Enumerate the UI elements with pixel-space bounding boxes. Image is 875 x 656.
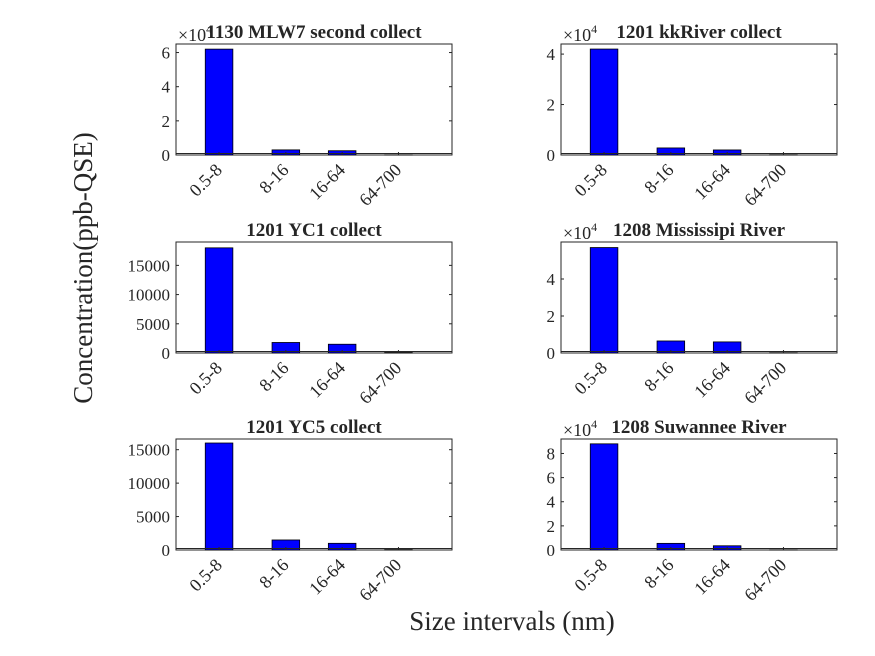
x-tick-label: 0.5-8	[570, 358, 611, 399]
y-exponent: ×104	[178, 22, 212, 45]
chart-panel-5: 0 5000 10000 15000 0.5-8 8-16 16-64 64-700 1201 …	[128, 417, 453, 605]
y-tick-label: 0	[547, 541, 556, 560]
y-tick-label: 8	[547, 444, 556, 463]
y-tick-label: 0	[162, 344, 171, 363]
bar-0.5-8	[204, 48, 234, 156]
x-tick-label: 0.5-8	[570, 160, 611, 201]
axes-box	[560, 438, 838, 551]
x-tick-label: 16-64	[305, 160, 349, 204]
y-tick-label: 2	[547, 307, 556, 326]
y-exponent: ×104	[563, 220, 597, 243]
axes-box	[175, 43, 453, 156]
x-tick-label: 0.5-8	[185, 358, 226, 399]
chart-title: 1208 Suwannee River	[611, 417, 787, 438]
y-tick-label: 4	[162, 78, 171, 97]
y-tick-label: 0	[162, 146, 171, 165]
bar-0.5-8	[589, 48, 619, 156]
y-exponent-power: 4	[591, 417, 597, 431]
y-tick-label: 0	[162, 541, 171, 560]
bar-0.5-8	[589, 247, 619, 354]
x-tick-label: 16-64	[690, 555, 734, 599]
y-tick-label: 5000	[136, 508, 170, 527]
axes-box	[175, 241, 453, 354]
y-tick-label: 4	[547, 270, 556, 289]
chart-panel-2: 0 2 4 0.5-8 8-16 16-64 64-700 ×104 1201 kkRiver …	[547, 22, 838, 210]
y-tick-label: 6	[547, 469, 556, 488]
axes-box	[560, 241, 838, 354]
chart-title: 1130 MLW7 second collect	[206, 22, 422, 43]
x-tick-label: 8-16	[255, 160, 292, 197]
y-tick-label: 5000	[136, 315, 170, 334]
bar-0.5-8	[204, 247, 234, 354]
x-tick-label: 8-16	[640, 555, 677, 592]
y-tick-label: 0	[547, 146, 556, 165]
y-exponent: ×104	[563, 417, 597, 440]
y-exponent-power: 4	[591, 22, 597, 36]
x-tick-label: 64-700	[355, 358, 405, 408]
chart-title: 1201 YC1 collect	[246, 220, 382, 241]
x-tick-label: 0.5-8	[185, 160, 226, 201]
y-tick-label: 0	[547, 344, 556, 363]
bar-0.5-8	[589, 443, 619, 551]
x-tick-label: 64-700	[355, 160, 405, 210]
axes-box	[175, 438, 453, 551]
x-tick-label: 16-64	[690, 358, 734, 402]
x-tick-label: 64-700	[740, 160, 790, 210]
y-exponent: ×104	[563, 22, 597, 45]
y-tick-label: 4	[547, 45, 556, 64]
x-tick-label: 16-64	[690, 160, 734, 204]
bar-0.5-8	[204, 442, 234, 551]
x-tick-label: 64-700	[355, 555, 405, 605]
y-tick-label: 4	[547, 493, 556, 512]
x-tick-label: 8-16	[255, 555, 292, 592]
x-tick-label: 16-64	[305, 358, 349, 402]
y-axis-label: Concentration(ppb-QSE)	[68, 132, 98, 403]
y-tick-label: 6	[162, 44, 171, 63]
y-tick-label: 2	[547, 96, 556, 115]
chart-panel-6: 0 2 4 6 8 0.5-8 8-16 16-64 64-700 ×104 1208 Suwann…	[547, 417, 838, 605]
x-tick-label: 64-700	[740, 555, 790, 605]
axes-box	[560, 43, 838, 156]
chart-panel-4: 0 2 4 0.5-8 8-16 16-64 64-700 ×104 1208 Mississi…	[547, 220, 838, 408]
chart-title: 1201 YC5 collect	[246, 417, 382, 438]
x-tick-label: 8-16	[640, 358, 677, 395]
x-tick-label: 0.5-8	[570, 555, 611, 596]
y-tick-label: 2	[547, 517, 556, 536]
y-exponent-power: 4	[206, 22, 212, 36]
chart-title: 1201 kkRiver collect	[616, 22, 782, 43]
x-tick-label: 64-700	[740, 358, 790, 408]
x-axis-label: Size intervals (nm)	[409, 606, 614, 636]
x-tick-label: 0.5-8	[185, 555, 226, 596]
y-tick-label: 10000	[128, 286, 171, 305]
x-tick-label: 16-64	[305, 555, 349, 599]
y-tick-label: 10000	[128, 474, 171, 493]
y-exponent-power: 4	[591, 220, 597, 234]
chart-panel-3: 0 5000 10000 15000 0.5-8 8-16 16-64 64-700 1201 …	[128, 220, 453, 408]
chart-title: 1208 Mississipi River	[613, 220, 786, 241]
x-tick-label: 8-16	[640, 160, 677, 197]
x-tick-label: 8-16	[255, 358, 292, 395]
y-tick-label: 15000	[128, 256, 171, 275]
y-tick-label: 15000	[128, 441, 171, 460]
y-tick-label: 2	[162, 112, 171, 131]
